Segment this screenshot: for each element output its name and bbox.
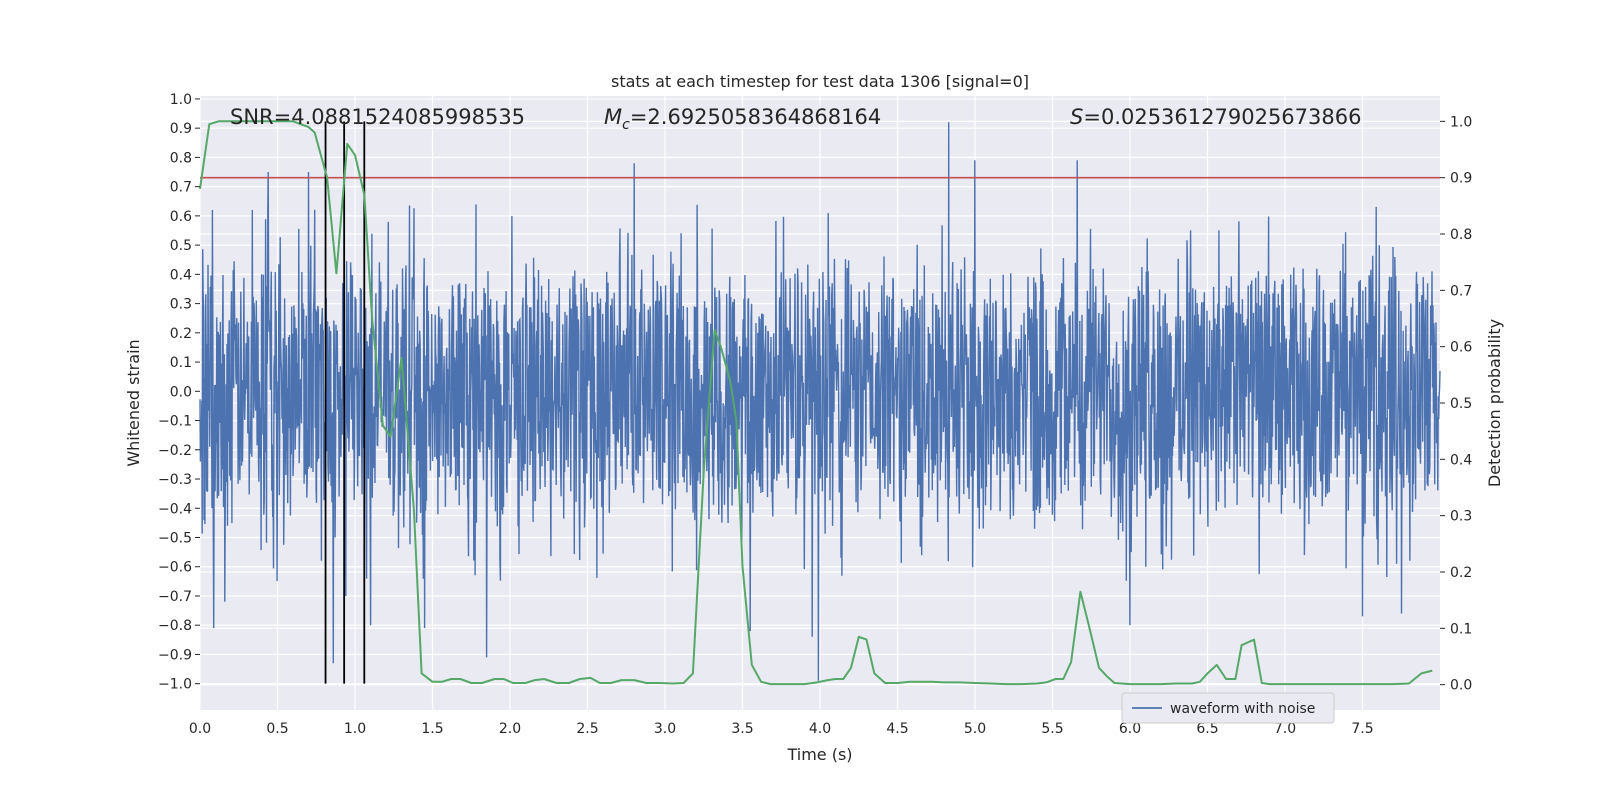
probability-line [199,120,1433,686]
chirp-mass-annotation: Mc=2.6925058364868164 [604,105,881,133]
x-tick-label: 3.0 [654,721,676,737]
x-tick-label: 0.5 [266,721,288,737]
y2-tick-label: 0.7 [1450,283,1472,299]
y-tick-label: 0.5 [170,238,192,254]
y-tick-label: −0.7 [158,589,192,605]
x-tick-label: 7.5 [1351,721,1373,737]
vertical-markers [324,121,366,684]
legend-entry-waveform: waveform with noise [1170,701,1315,717]
y-tick-label: −0.9 [158,647,192,663]
s-symbol: S [1070,105,1083,129]
y2-ticks: 0.0 0.1 0.2 0.3 0.4 0.5 0.6 0.7 0.8 0.9 1.0 [1440,114,1472,694]
y-tick-label: −0.5 [158,530,192,546]
legend: waveform with noise [1121,692,1335,724]
x-tick-label: 5.5 [1041,721,1063,737]
y-ticks: −1.0 −0.9 −0.8 −0.7 −0.6 −0.5 −0.4 −0.3 −0.2 −0.1… [158,92,200,693]
y-tick-label: 0.6 [170,209,192,225]
x-tick-label: 7.0 [1274,721,1296,737]
y2-tick-label: 0.4 [1450,452,1472,468]
y2-tick-label: 0.8 [1450,227,1472,243]
y-tick-label: 1.0 [170,92,192,108]
x-tick-label: 2.5 [576,721,598,737]
x-tick-label: 1.0 [344,721,366,737]
y2-tick-label: 0.3 [1450,509,1472,525]
chart-title: stats at each timestep for test data 130… [611,72,1029,91]
y-tick-label: −0.8 [158,618,192,634]
x-tick-label: 6.5 [1196,721,1218,737]
x-tick-label: 4.0 [809,721,831,737]
y-tick-label: 0.8 [170,150,192,166]
x-tick-label: 3.5 [731,721,753,737]
y-tick-label: 0.2 [170,326,192,342]
x-tick-label: 2.0 [499,721,521,737]
x-tick-label: 4.5 [886,721,908,737]
y-tick-label: −1.0 [158,677,192,693]
y-axis-label: Whitened strain [124,339,143,466]
y-tick-label: 0.3 [170,297,192,313]
y-tick-label: 0.7 [170,180,192,196]
s-annotation: S=0.025361279025673866 [1070,105,1361,129]
chirp-mass-symbol: M [604,105,622,129]
y2-tick-label: 1.0 [1450,114,1472,130]
x-tick-label: 1.5 [421,721,443,737]
s-value: =0.025361279025673866 [1083,105,1361,129]
x-tick-label: 0.0 [189,721,211,737]
y2-axis-label: Detection probability [1485,319,1504,487]
y2-tick-label: 0.9 [1450,171,1472,187]
x-tick-label: 5.0 [964,721,986,737]
y-tick-label: 0.0 [170,384,192,400]
y-tick-label: 0.1 [170,355,192,371]
legend-box [1121,692,1335,724]
y-tick-label: −0.6 [158,560,192,576]
y2-tick-label: 0.1 [1450,621,1472,637]
x-tick-label: 6.0 [1119,721,1141,737]
series-detection-probability [199,120,1433,686]
y-tick-label: 0.4 [170,267,192,283]
snr-annotation: SNR=4.0881524085998535 [230,105,525,129]
y-tick-label: −0.2 [158,443,192,459]
x-ticks: 0.0 0.5 1.0 1.5 2.0 2.5 3.0 3.5 4.0 4.5 5.0 5.5 6.0 6… [189,721,1374,737]
chirp-mass-subscript: c [622,117,630,133]
y-tick-label: 0.9 [170,121,192,137]
y2-tick-label: 0.5 [1450,396,1472,412]
y2-tick-label: 0.0 [1450,678,1472,694]
y2-tick-label: 0.6 [1450,340,1472,356]
y-tick-label: −0.1 [158,414,192,430]
y-tick-label: −0.3 [158,472,192,488]
x-axis-label: Time (s) [786,745,852,764]
y2-tick-label: 0.2 [1450,565,1472,581]
y-tick-label: −0.4 [158,501,192,517]
chirp-mass-value: =2.6925058364868164 [630,105,881,129]
